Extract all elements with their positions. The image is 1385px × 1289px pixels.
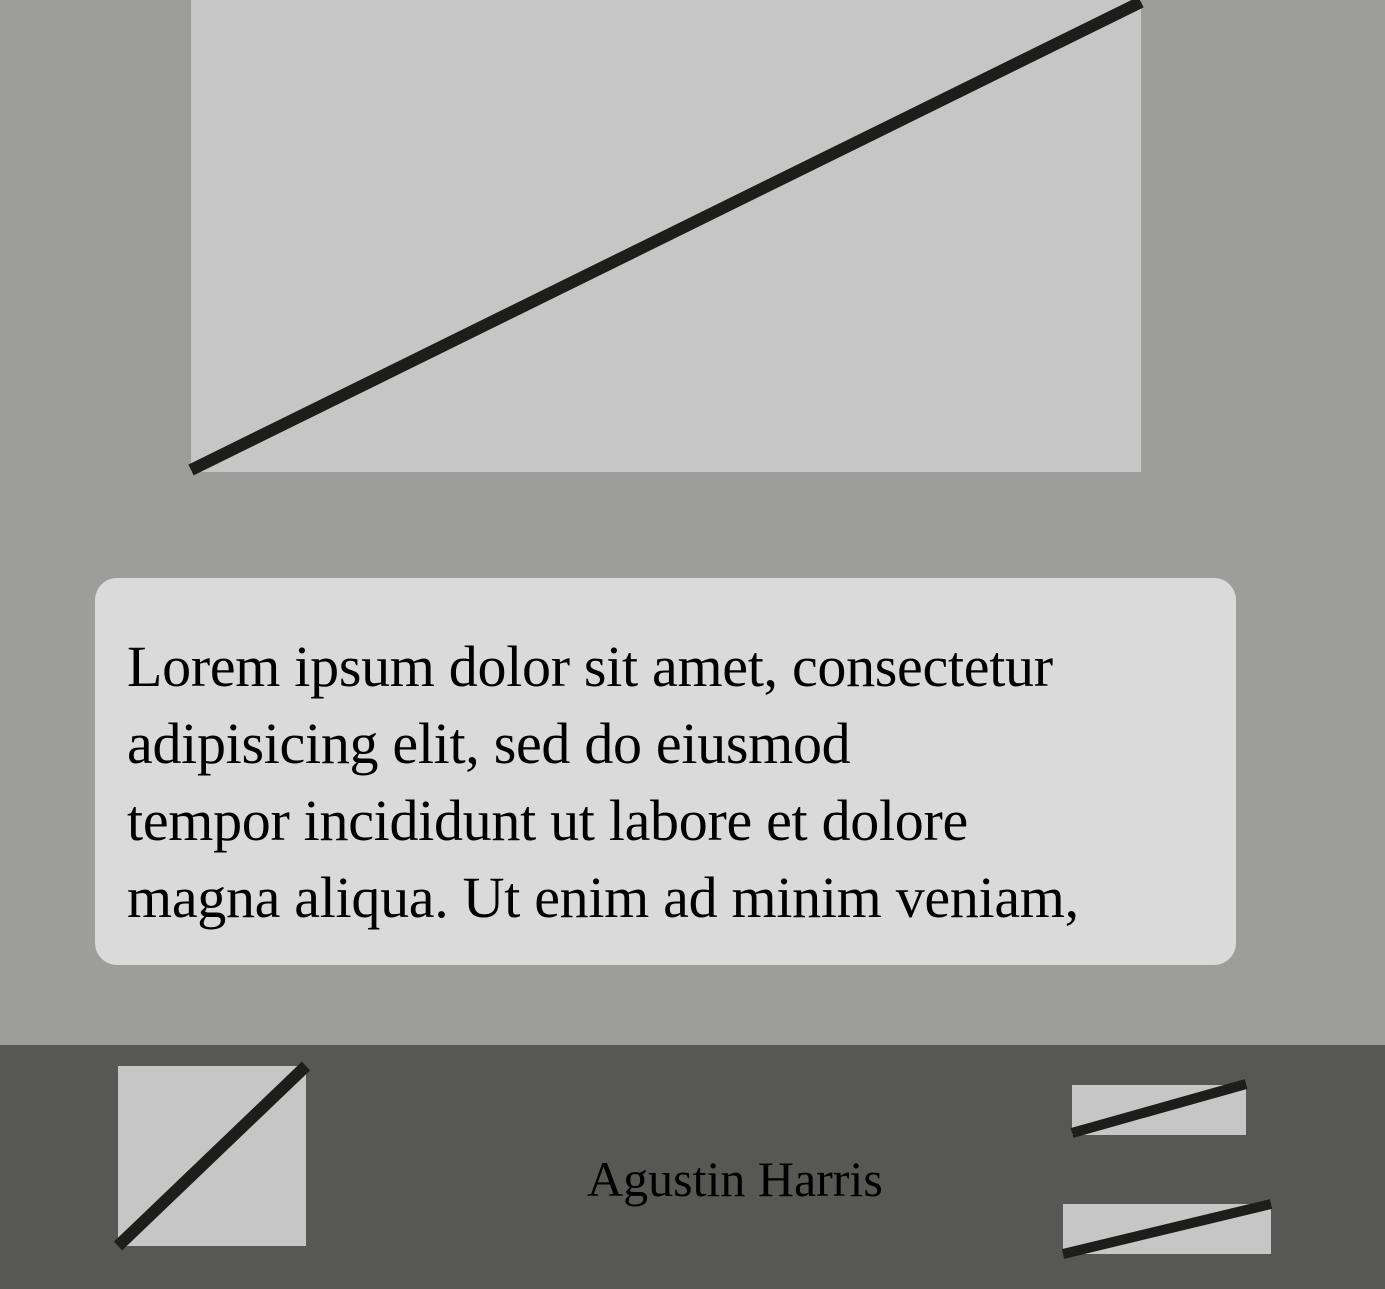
avatar — [113, 1061, 311, 1251]
hero-image — [188, 0, 1144, 476]
image-placeholder-icon — [1061, 1199, 1273, 1259]
footer: Agustin Harris — [0, 1045, 1385, 1289]
image-placeholder-icon — [1070, 1079, 1248, 1138]
author-name: Agustin Harris — [587, 1151, 883, 1207]
image-placeholder-icon — [188, 0, 1144, 476]
body-text: Lorem ipsum dolor sit amet, consectetur … — [127, 634, 1079, 930]
image-placeholder-icon — [113, 1061, 311, 1251]
text-card: Lorem ipsum dolor sit amet, consectetur … — [95, 578, 1236, 965]
thumbnail[interactable] — [1061, 1199, 1273, 1259]
thumbnail[interactable] — [1070, 1079, 1248, 1138]
